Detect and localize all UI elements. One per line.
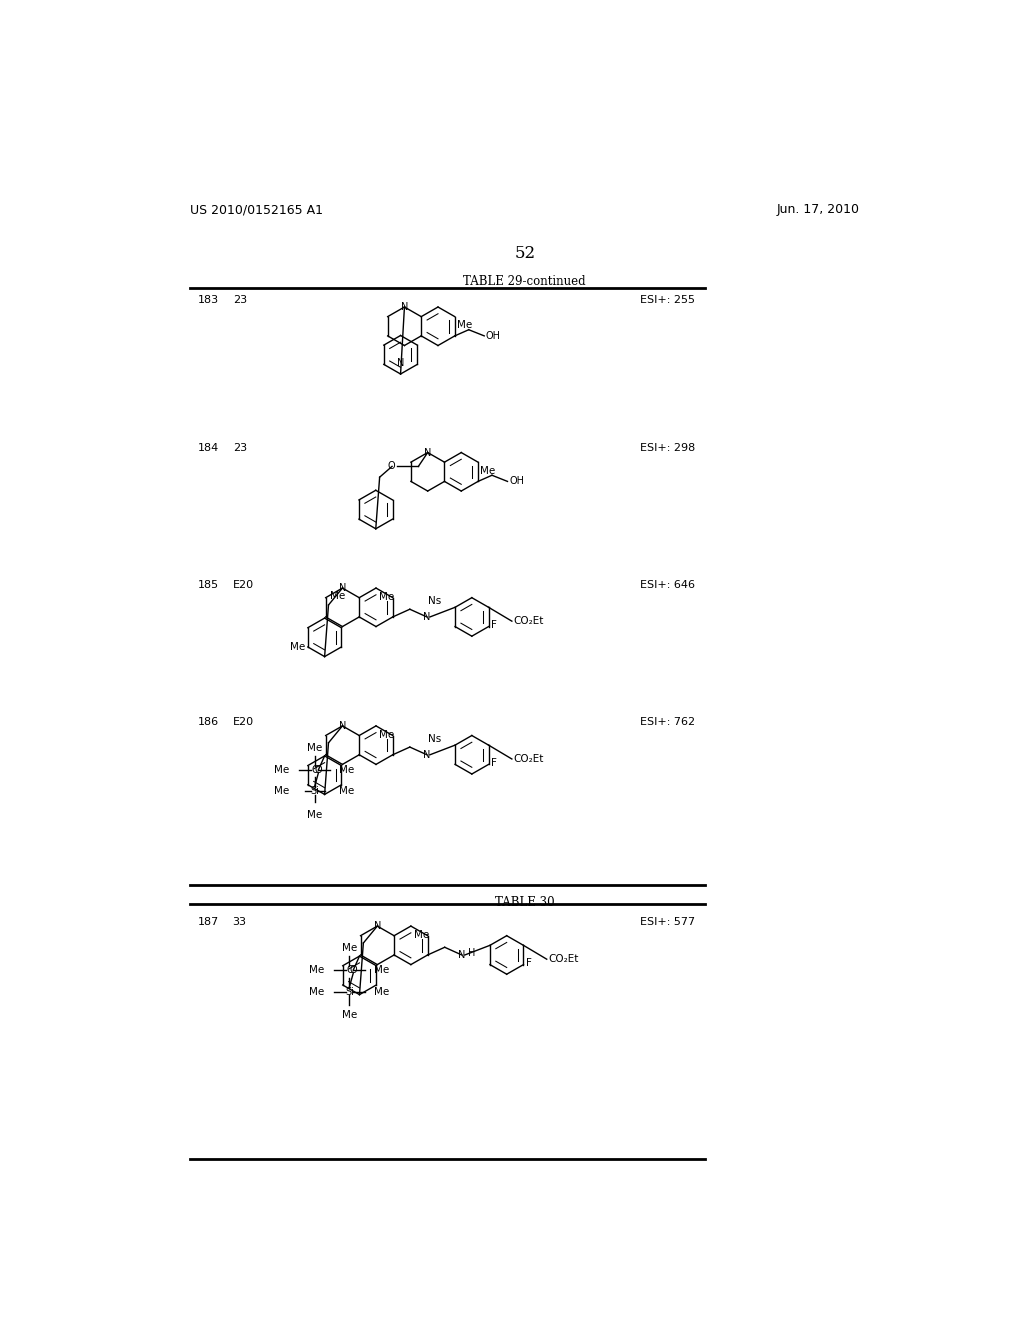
Text: 185: 185: [198, 581, 219, 590]
Text: F: F: [525, 958, 531, 968]
Text: Ns: Ns: [428, 597, 441, 606]
Text: F: F: [490, 758, 497, 768]
Text: Me: Me: [274, 764, 290, 775]
Text: Me: Me: [457, 321, 472, 330]
Text: Si: Si: [310, 787, 319, 796]
Text: ESI+: 762: ESI+: 762: [640, 718, 694, 727]
Text: 187: 187: [198, 917, 219, 927]
Text: N: N: [423, 750, 430, 760]
Text: 33: 33: [232, 917, 247, 927]
Text: Me: Me: [480, 466, 496, 477]
Text: O: O: [314, 764, 323, 775]
Text: Me: Me: [342, 942, 357, 953]
Text: 23: 23: [232, 296, 247, 305]
Text: Si: Si: [345, 986, 354, 997]
Text: ESI+: 298: ESI+: 298: [640, 444, 694, 453]
Text: N: N: [374, 921, 381, 931]
Text: TABLE 30: TABLE 30: [495, 896, 555, 909]
Text: Me: Me: [374, 986, 389, 997]
Text: N: N: [458, 950, 466, 960]
Text: N: N: [339, 721, 346, 731]
Text: Jun. 17, 2010: Jun. 17, 2010: [776, 203, 859, 216]
Text: N: N: [400, 302, 409, 312]
Text: Me: Me: [307, 810, 323, 820]
Text: O: O: [349, 965, 357, 975]
Text: N: N: [424, 447, 431, 458]
Text: CO₂Et: CO₂Et: [513, 616, 544, 626]
Text: N: N: [397, 358, 404, 368]
Text: O: O: [387, 462, 395, 471]
Text: Me: Me: [309, 986, 325, 997]
Text: N: N: [423, 612, 430, 622]
Text: Me: Me: [414, 929, 429, 940]
Text: Me: Me: [379, 730, 394, 739]
Text: N: N: [339, 583, 346, 593]
Text: 184: 184: [198, 444, 219, 453]
Text: Me: Me: [330, 591, 345, 601]
Text: C: C: [311, 764, 317, 775]
Text: Me: Me: [374, 965, 389, 975]
Text: OH: OH: [485, 331, 501, 341]
Text: ESI+: 577: ESI+: 577: [640, 917, 694, 927]
Text: TABLE 29-continued: TABLE 29-continued: [464, 276, 586, 289]
Text: Me: Me: [339, 764, 354, 775]
Text: Me: Me: [307, 743, 323, 752]
Text: H: H: [468, 949, 475, 958]
Text: CO₂Et: CO₂Et: [513, 754, 544, 764]
Text: Me: Me: [339, 787, 354, 796]
Text: Ns: Ns: [428, 734, 441, 744]
Text: 186: 186: [198, 718, 219, 727]
Text: ESI+: 646: ESI+: 646: [640, 581, 694, 590]
Text: Me: Me: [290, 642, 305, 652]
Text: US 2010/0152165 A1: US 2010/0152165 A1: [190, 203, 323, 216]
Text: Me: Me: [309, 965, 325, 975]
Text: C: C: [346, 965, 353, 975]
Text: OH: OH: [509, 477, 524, 486]
Text: 52: 52: [514, 244, 536, 261]
Text: E20: E20: [232, 718, 254, 727]
Text: CO₂Et: CO₂Et: [548, 954, 579, 964]
Text: E20: E20: [232, 581, 254, 590]
Text: F: F: [490, 620, 497, 630]
Text: 183: 183: [198, 296, 219, 305]
Text: ESI+: 255: ESI+: 255: [640, 296, 694, 305]
Text: Me: Me: [274, 787, 290, 796]
Text: Me: Me: [342, 1010, 357, 1020]
Text: Me: Me: [379, 591, 394, 602]
Text: 23: 23: [232, 444, 247, 453]
